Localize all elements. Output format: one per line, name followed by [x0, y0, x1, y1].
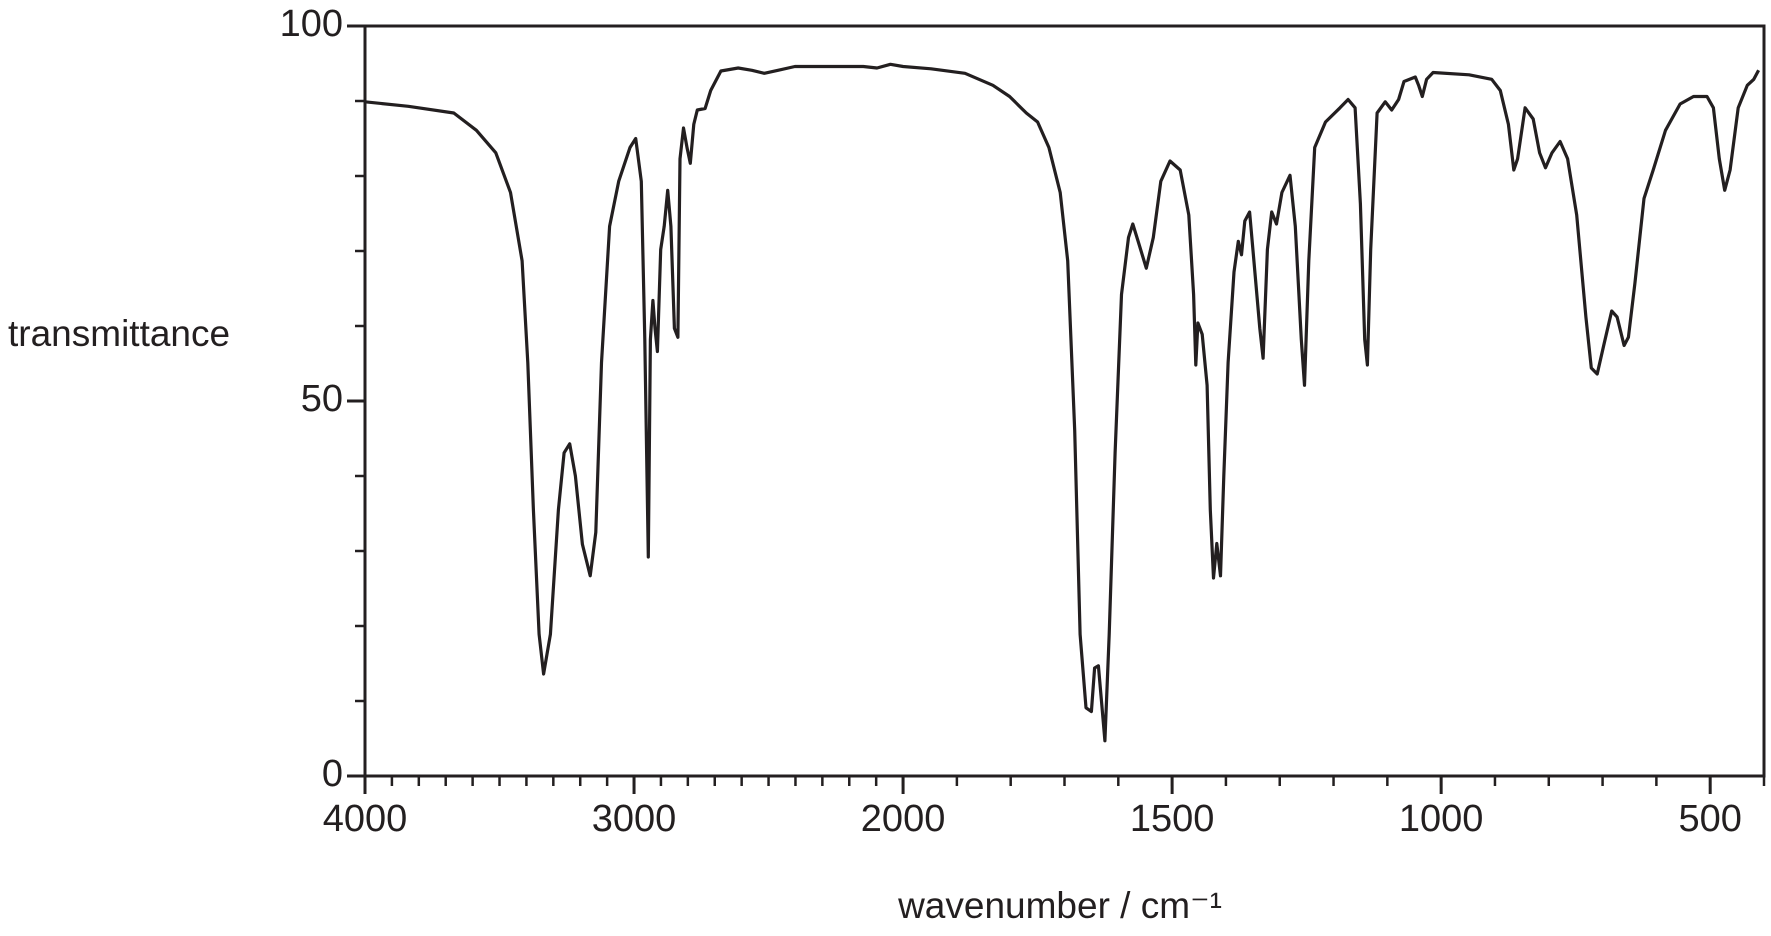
y-axis-label: transmittance [8, 313, 230, 354]
x-tick-label: 3000 [592, 798, 677, 840]
plot-frame [363, 24, 1766, 778]
y-tick-label: 50 [301, 378, 343, 420]
spectrum-line [364, 62, 1761, 743]
x-tick-label: 1500 [1130, 798, 1215, 840]
x-tick-label: 2000 [861, 798, 946, 840]
x-tick-label: 500 [1678, 798, 1741, 840]
x-tick-label: 1000 [1399, 798, 1484, 840]
x-axis-label: wavenumber / cm⁻¹ [897, 885, 1222, 926]
x-tick-label: 4000 [323, 798, 408, 840]
y-tick-label: 0 [322, 753, 343, 795]
y-tick-label: 100 [280, 3, 343, 45]
